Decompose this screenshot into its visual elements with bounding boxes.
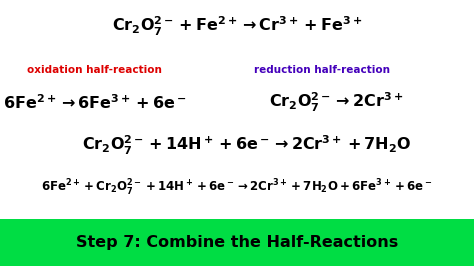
Text: Step 7: Combine the Half-Reactions: Step 7: Combine the Half-Reactions	[76, 235, 398, 250]
Text: $\mathbf{Cr_2O_7^{2-} + Fe^{2+} \rightarrow Cr^{3+} + Fe^{3+}}$: $\mathbf{Cr_2O_7^{2-} + Fe^{2+} \rightar…	[112, 15, 362, 38]
Text: $\mathbf{6Fe^{2+} \rightarrow 6Fe^{3+} + 6e^-}$: $\mathbf{6Fe^{2+} \rightarrow 6Fe^{3+} +…	[3, 93, 187, 112]
Text: $\mathbf{Cr_2O_7^{2-} + 14H^+ + 6e^- \rightarrow 2Cr^{3+} + 7H_2O}$: $\mathbf{Cr_2O_7^{2-} + 14H^+ + 6e^- \ri…	[82, 133, 411, 157]
Text: reduction half-reaction: reduction half-reaction	[255, 65, 390, 76]
Text: oxidation half-reaction: oxidation half-reaction	[27, 65, 162, 76]
Text: $\mathbf{Cr_2O_7^{2-} \rightarrow 2Cr^{3+}}$: $\mathbf{Cr_2O_7^{2-} \rightarrow 2Cr^{3…	[269, 91, 404, 114]
Text: $\mathbf{6Fe^{2+} + Cr_2O_7^{2-} + 14H^+ + 6e^- \rightarrow 2Cr^{3+} + 7H_2O + 6: $\mathbf{6Fe^{2+} + Cr_2O_7^{2-} + 14H^+…	[41, 177, 433, 198]
Bar	[0, 219, 474, 266]
